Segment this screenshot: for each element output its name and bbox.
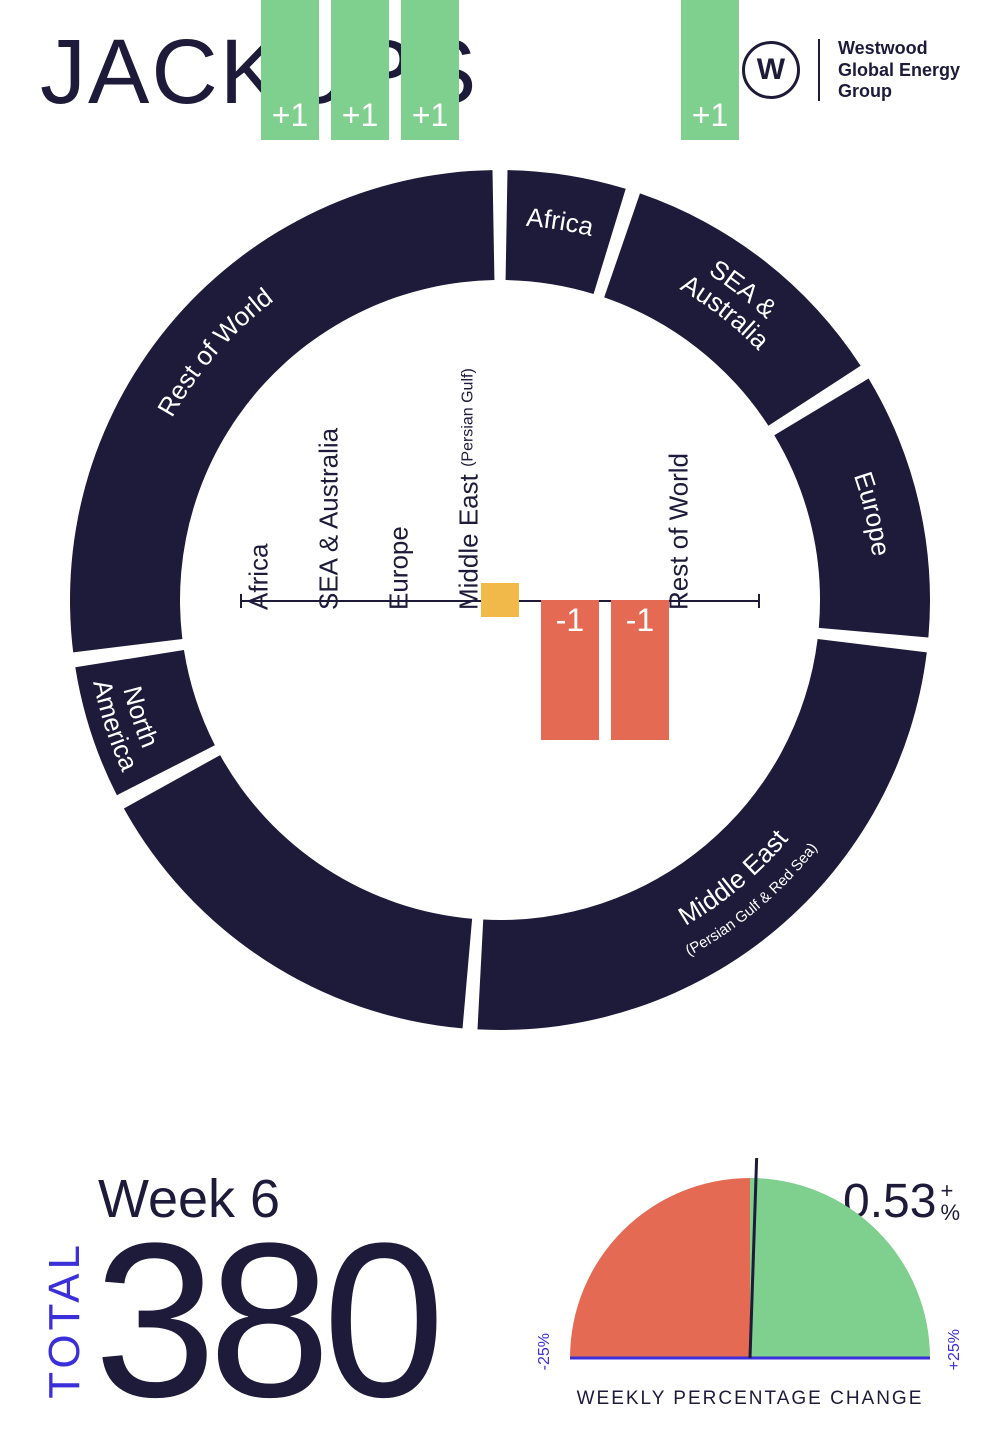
bar-label: SEA & Australia — [314, 428, 345, 610]
bar-rect — [481, 583, 519, 617]
gauge-min-label: -25% — [536, 1333, 554, 1370]
bar-chart: +1Africa+1SEA & Australia+1EuropeMiddle … — [240, 370, 760, 830]
gauge-chart: 0.53 + % -25% +25% WEEKLY PERCENTAGE CHA… — [540, 1140, 960, 1410]
bar-label: Africa — [244, 544, 275, 610]
donut-chart: AfricaSEA &AustraliaEuropeMiddle East(Pe… — [70, 170, 930, 1030]
total-number: 380 — [94, 1230, 437, 1410]
gauge-max-label: +25% — [946, 1329, 964, 1370]
brand-name: Westwood Global Energy Group — [838, 38, 960, 103]
bar-rect: +1 — [331, 0, 389, 140]
gauge-caption: WEEKLY PERCENTAGE CHANGE — [540, 1388, 960, 1410]
bar-rect: +1 — [401, 0, 459, 140]
brand-logo-icon: W — [742, 41, 800, 99]
total-block: Week 6 TOTAL 380 — [40, 1168, 437, 1410]
brand-block: W Westwood Global Energy Group — [742, 38, 960, 103]
bar-label: Europe — [384, 526, 415, 610]
total-word: TOTAL — [40, 1241, 90, 1399]
bar-label: Rest of World — [664, 453, 695, 610]
donut-segment — [774, 379, 930, 638]
bar-rect: +1 — [261, 0, 319, 140]
bar-label: Middle East (Persian Gulf) — [454, 368, 485, 610]
bar-rect: -1 — [611, 600, 669, 740]
bar-rect: +1 — [681, 0, 739, 140]
brand-divider — [818, 39, 820, 101]
bar-rect: -1 — [541, 600, 599, 740]
